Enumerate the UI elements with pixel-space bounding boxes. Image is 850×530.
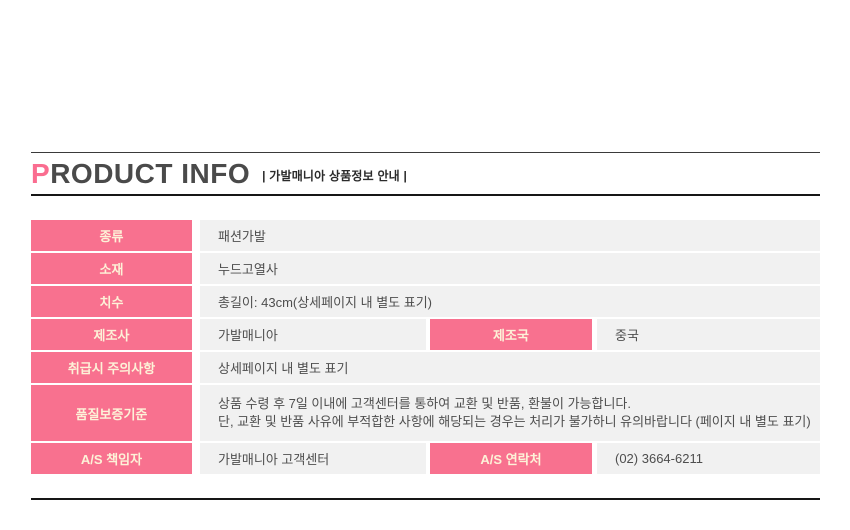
row-value: 총길이: 43cm(상세페이지 내 별도 표기) [200, 286, 820, 317]
row-value: 가발매니아 고객센터 [200, 443, 426, 474]
row-value: 가발매니아 [200, 319, 426, 350]
row-label: 품질보증기준 [31, 385, 192, 441]
row-value-secondary: 중국 [597, 319, 820, 350]
product-info-table: 종류 패션가발 소재 누드고열사 치수 총길이: 43cm(상세페이지 내 별도… [31, 220, 820, 474]
table-row-type: 종류 패션가발 [31, 220, 820, 251]
row-label: 제조사 [31, 319, 192, 350]
row-label: 치수 [31, 286, 192, 317]
row-label: A/S 책임자 [31, 443, 192, 474]
row-value: 상품 수령 후 7일 이내에 고객센터를 통하여 교환 및 반품, 환불이 가능… [200, 385, 820, 441]
table-row-as: A/S 책임자 가발매니아 고객센터 A/S 연락처 (02) 3664-621… [31, 443, 820, 474]
row-value: 상세페이지 내 별도 표기 [200, 352, 820, 383]
top-divider [31, 152, 820, 153]
warranty-line-1: 상품 수령 후 7일 이내에 고객센터를 통하여 교환 및 반품, 환불이 가능… [218, 396, 631, 411]
warranty-line-2: 단, 교환 및 반품 사유에 부적합한 사항에 해당되는 경우는 처리가 불가하… [218, 414, 811, 429]
page-title-rest: RODUCT INFO [50, 157, 251, 189]
row-label: 취급시 주의사항 [31, 352, 192, 383]
page-title-accent: P [31, 157, 51, 189]
table-row-manufacturer: 제조사 가발매니아 제조국 중국 [31, 319, 820, 350]
bottom-divider [31, 498, 820, 500]
table-row-material: 소재 누드고열사 [31, 253, 820, 284]
table-row-caution: 취급시 주의사항 상세페이지 내 별도 표기 [31, 352, 820, 383]
row-label-secondary: 제조국 [430, 319, 592, 350]
row-value: 패션가발 [200, 220, 820, 251]
page-subtitle: | 가발매니아 상품정보 안내 | [262, 169, 408, 183]
table-row-warranty: 품질보증기준 상품 수령 후 7일 이내에 고객센터를 통하여 교환 및 반품,… [31, 385, 820, 441]
product-info-section: PRODUCT INFO | 가발매니아 상품정보 안내 | 종류 패션가발 소… [31, 152, 820, 500]
header-divider [31, 194, 820, 196]
row-label: 종류 [31, 220, 192, 251]
row-label-secondary: A/S 연락처 [430, 443, 592, 474]
page-title: PRODUCT INFO [31, 157, 251, 189]
section-header: PRODUCT INFO | 가발매니아 상품정보 안내 | [31, 153, 820, 194]
row-label: 소재 [31, 253, 192, 284]
table-row-size: 치수 총길이: 43cm(상세페이지 내 별도 표기) [31, 286, 820, 317]
row-value-secondary: (02) 3664-6211 [597, 443, 820, 474]
row-value: 누드고열사 [200, 253, 820, 284]
